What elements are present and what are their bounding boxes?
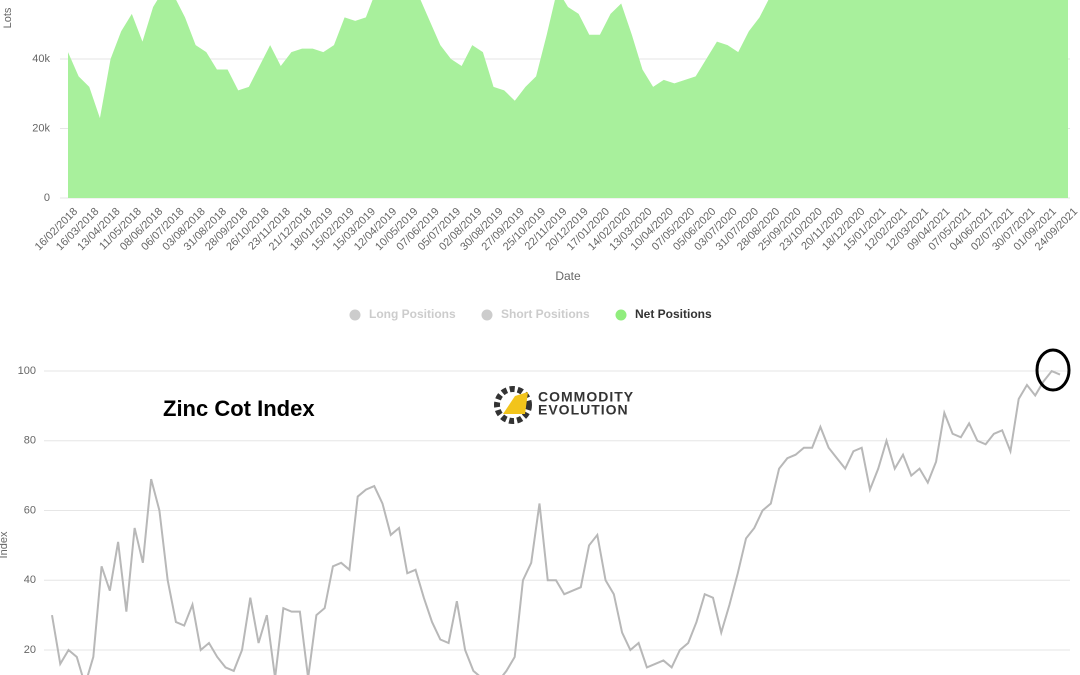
y-tick-label: 40 <box>24 574 36 586</box>
plot <box>68 0 1068 198</box>
plot <box>51 369 1061 675</box>
chart-title: Zinc Cot Index <box>163 396 315 421</box>
area <box>68 0 1068 198</box>
logo-gear <box>494 386 532 424</box>
legend-label: Net Positions <box>635 307 712 321</box>
y-tick-label: 20k <box>32 122 50 134</box>
line <box>51 369 1061 675</box>
logo: COMMODITY EVOLUTION <box>494 386 634 424</box>
legend-label: Short Positions <box>501 307 590 321</box>
logo-mark <box>503 392 528 414</box>
y-tick-label: 60 <box>24 504 36 516</box>
y-axis-title: Index <box>0 531 10 558</box>
legend-marker <box>349 309 361 321</box>
y-tick-label: 100 <box>18 365 36 377</box>
legend-label: Long Positions <box>369 307 456 321</box>
x-axis-title: Date <box>555 269 581 283</box>
y-tick-label: 20 <box>24 644 36 656</box>
y-tick-label: 80 <box>24 435 36 447</box>
highlight-circle <box>1035 348 1071 392</box>
y-axis-title: Lots <box>2 7 14 28</box>
logo-text: COMMODITY <box>538 389 634 405</box>
legend-marker <box>481 309 493 321</box>
y-tick-label: 40k <box>32 53 50 65</box>
y-tick-label: 0 <box>44 192 50 204</box>
logo-text: EVOLUTION <box>538 402 629 418</box>
legend-marker <box>615 309 627 321</box>
